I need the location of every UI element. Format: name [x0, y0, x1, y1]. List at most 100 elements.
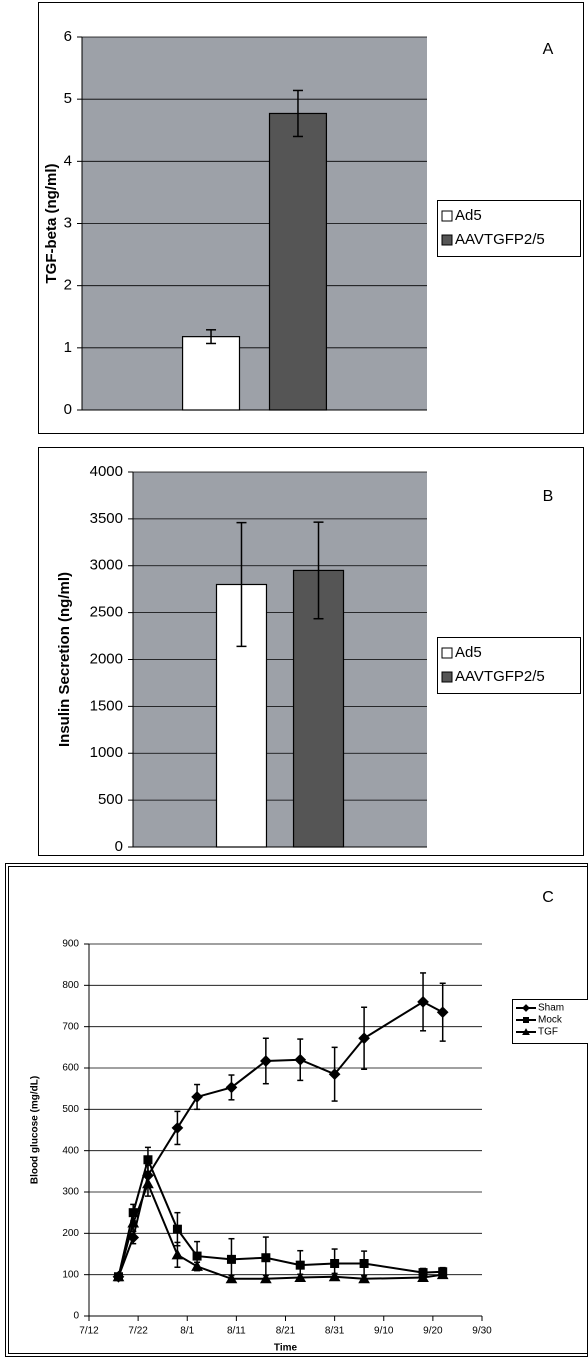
y-tick-label: 2500	[90, 604, 123, 621]
legend-label: Sham	[538, 1003, 564, 1014]
y-tick-label: 100	[62, 1269, 79, 1280]
legend-label: Ad5	[455, 644, 482, 661]
y-axis-label: TGF-beta (ng/ml)	[43, 164, 60, 284]
legend-swatch	[441, 671, 453, 683]
y-tick-label: 0	[64, 401, 72, 418]
bar	[181, 336, 241, 411]
legend-marker	[522, 1028, 530, 1035]
legend-swatch	[441, 234, 453, 246]
point	[127, 1217, 140, 1228]
x-tick-label: 7/12	[79, 1326, 99, 1337]
legend-marker	[523, 1017, 529, 1023]
y-axis-label: Blood glucose (mg/dL)	[30, 1076, 41, 1184]
point	[192, 1251, 202, 1261]
y-tick-label: 900	[62, 939, 79, 950]
y-tick-label: 4000	[90, 463, 123, 480]
point	[436, 1006, 449, 1019]
point	[358, 1272, 370, 1284]
legend-marker	[522, 1004, 530, 1012]
annotation: A	[543, 41, 554, 58]
y-axis-label: Insulin Secretion (ng/ml)	[56, 572, 73, 747]
point	[328, 1270, 341, 1282]
error-bar	[313, 521, 324, 620]
legend-label: AAVTGFP2/5	[455, 668, 545, 685]
point	[330, 1259, 340, 1269]
error-bar	[236, 521, 247, 648]
y-tick-label: 3500	[90, 510, 123, 527]
point	[294, 1053, 307, 1066]
x-tick-label: 9/30	[472, 1326, 492, 1337]
legend-frame	[437, 200, 581, 257]
x-tick-label: 7/22	[128, 1326, 148, 1337]
annotation: C	[542, 889, 554, 906]
y-tick-label: 700	[62, 1021, 79, 1032]
annotation: B	[543, 488, 554, 505]
point	[172, 1224, 182, 1234]
legend-label: Mock	[538, 1015, 563, 1026]
y-tick-label: 2	[64, 277, 72, 294]
y-tick-label: 300	[62, 1187, 79, 1198]
y-tick-label: 1000	[90, 744, 123, 761]
point	[417, 996, 429, 1008]
point	[225, 1081, 238, 1094]
point	[436, 1268, 449, 1280]
series-line	[117, 1156, 443, 1277]
point	[261, 1253, 271, 1263]
legend-swatch	[441, 647, 453, 659]
bar	[268, 112, 328, 411]
y-tick-label: 500	[98, 791, 123, 808]
point	[112, 1270, 125, 1282]
point	[191, 1091, 203, 1103]
y-tick-label: 4	[64, 152, 72, 169]
y-tick-label: 800	[62, 980, 79, 991]
x-tick-label: 8/31	[325, 1326, 345, 1337]
point	[128, 1208, 138, 1218]
x-tick-label: 8/11	[227, 1326, 246, 1337]
y-tick-label: 3000	[90, 557, 123, 574]
point	[171, 1248, 184, 1260]
series-line	[117, 1181, 443, 1280]
y-tick-label: 0	[73, 1311, 79, 1322]
error-bar	[292, 89, 303, 138]
point	[191, 1260, 203, 1271]
point	[142, 1177, 154, 1189]
point	[358, 1032, 370, 1045]
legend-label: TGF	[538, 1027, 558, 1038]
x-tick-label: 9/10	[374, 1326, 394, 1337]
point	[171, 1122, 184, 1134]
x-tick-label: 8/1	[180, 1326, 194, 1337]
point	[295, 1260, 305, 1270]
point	[417, 1271, 429, 1283]
legend-label: Ad5	[455, 207, 482, 224]
point	[226, 1254, 236, 1264]
y-tick-label: 5	[64, 90, 72, 107]
point	[359, 1259, 369, 1269]
y-tick-label: 0	[115, 838, 123, 855]
x-axis-label: Time	[274, 1343, 298, 1354]
point	[143, 1155, 153, 1165]
y-tick-label: 1500	[90, 697, 123, 714]
error-bar	[206, 329, 217, 345]
x-tick-label: 8/21	[276, 1326, 296, 1337]
point	[294, 1271, 307, 1283]
y-tick-label: 600	[62, 1063, 79, 1074]
panel-frame	[38, 447, 584, 856]
y-tick-label: 6	[64, 28, 72, 45]
panel-frame	[38, 2, 584, 434]
y-tick-label: 500	[62, 1104, 79, 1115]
y-tick-label: 2000	[90, 650, 123, 667]
point	[225, 1272, 238, 1284]
point	[260, 1055, 272, 1067]
point	[328, 1068, 341, 1081]
y-tick-label: 200	[62, 1228, 79, 1239]
legend-label: AAVTGFP2/5	[455, 231, 545, 248]
x-tick-label: 9/20	[423, 1326, 443, 1337]
y-tick-label: 1	[64, 339, 72, 356]
point	[260, 1272, 272, 1284]
y-tick-label: 3	[64, 214, 72, 231]
legend-swatch	[441, 210, 453, 222]
y-tick-label: 400	[62, 1145, 79, 1156]
legend-frame	[437, 637, 581, 694]
